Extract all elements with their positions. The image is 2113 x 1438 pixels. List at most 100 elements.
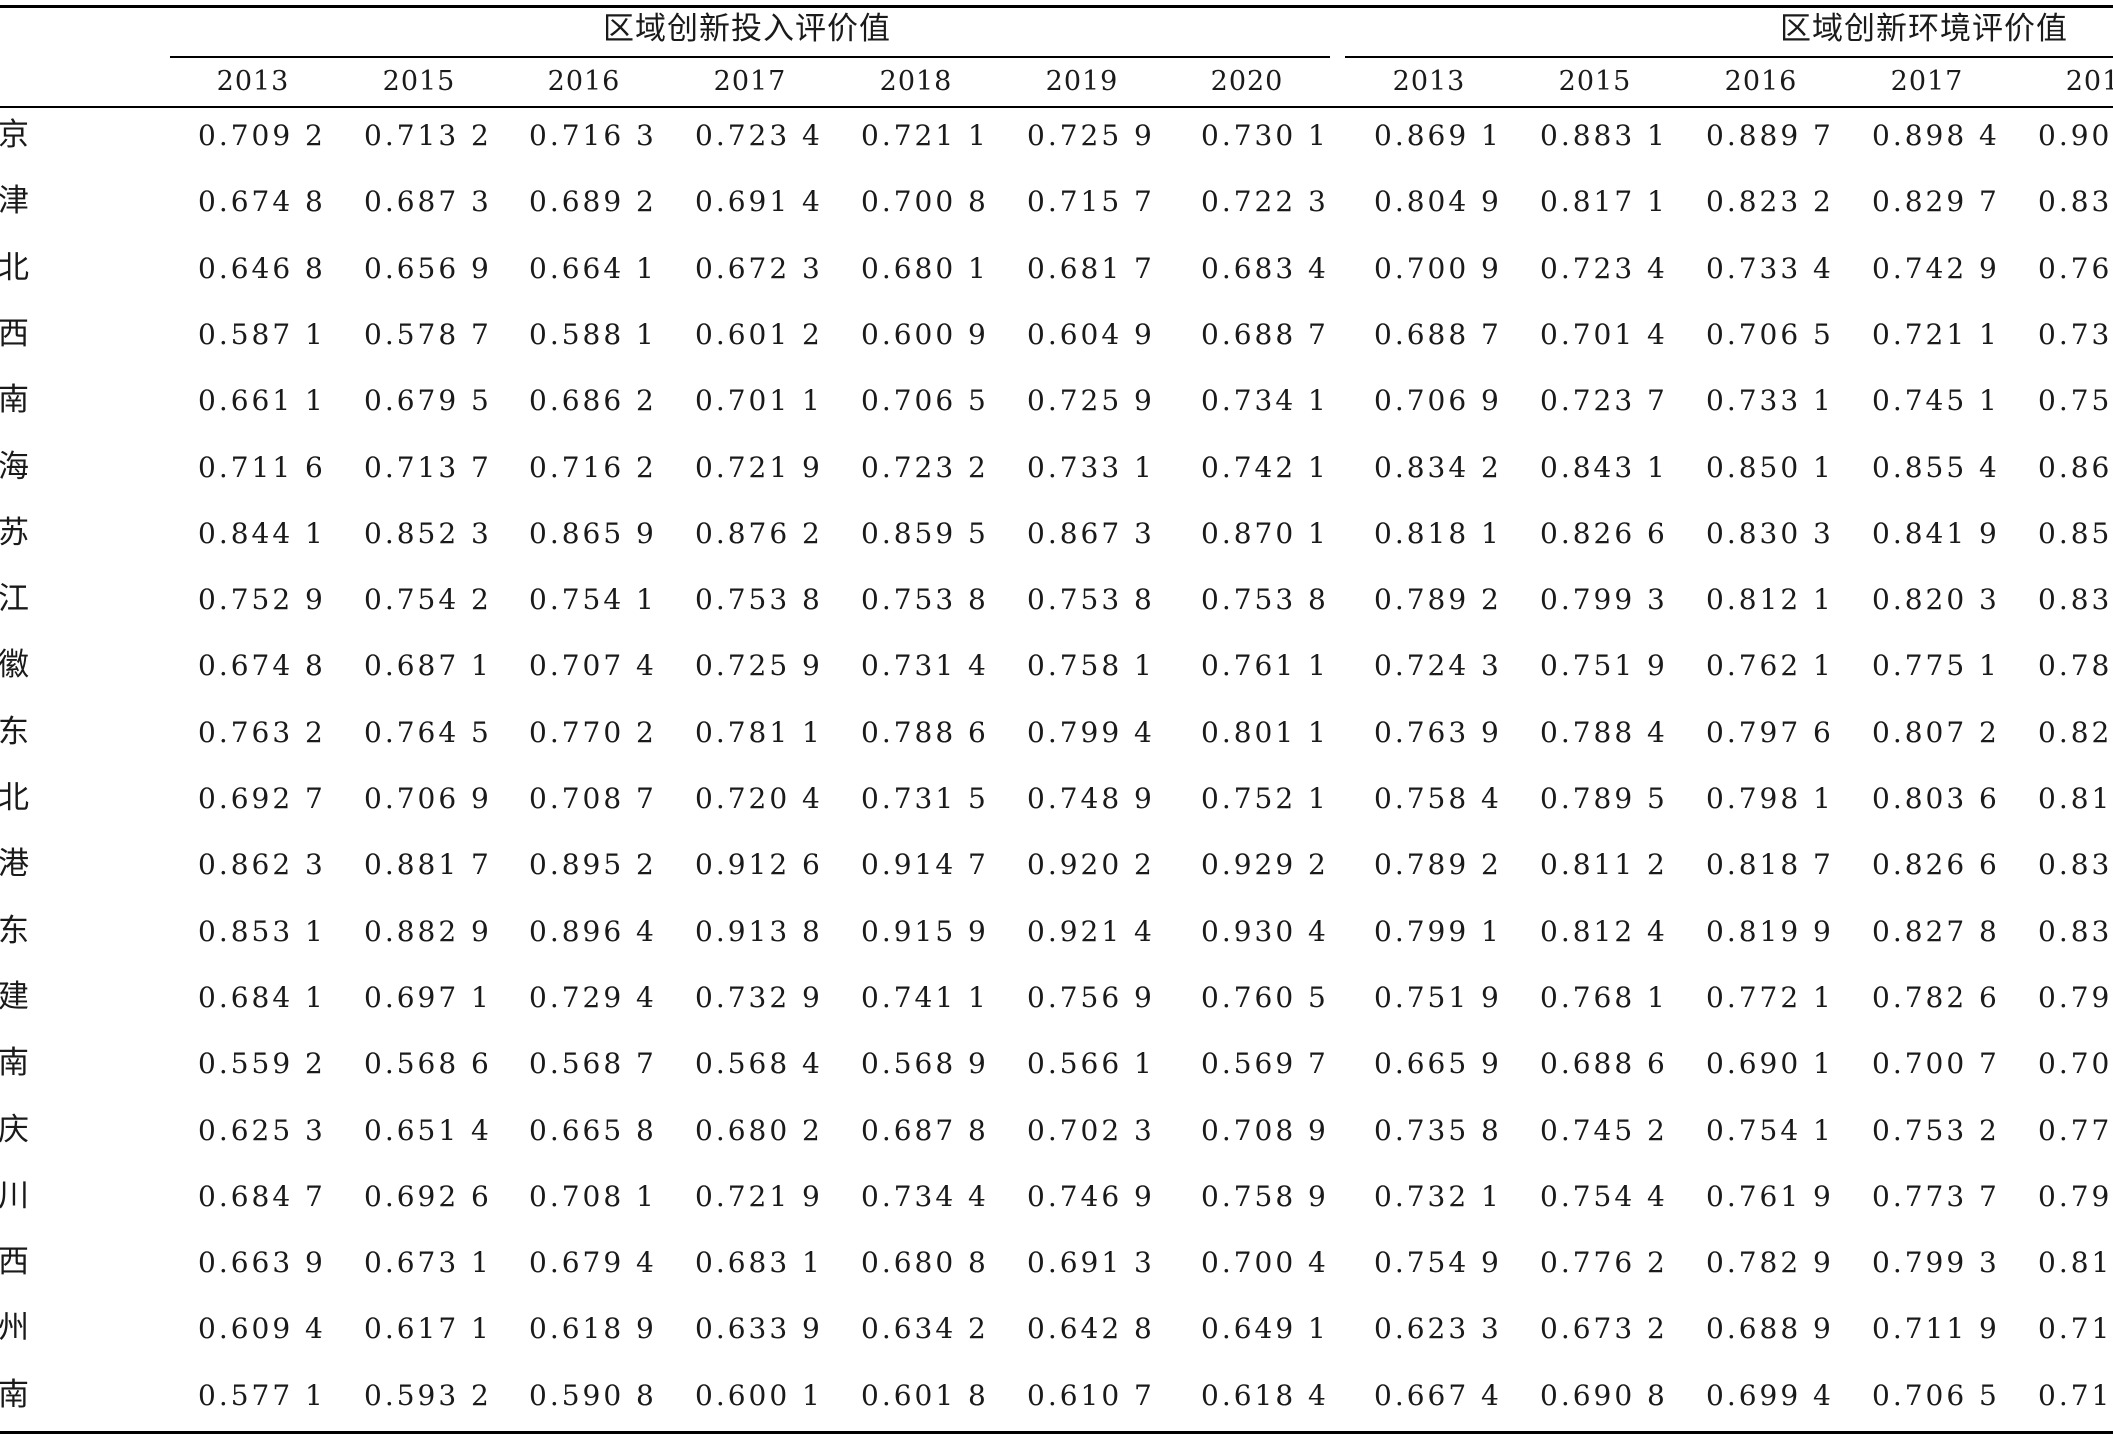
- year-header: 2019: [1045, 66, 1119, 97]
- table-cell: 0.753 8: [695, 583, 823, 616]
- table-cell: 0.735 8: [1374, 1114, 1502, 1147]
- row-label: 南: [0, 1045, 29, 1081]
- table-cell: 0.865: [2038, 451, 2113, 484]
- table-cell: 0.559 2: [198, 1047, 326, 1080]
- table-cell: 0.708 7: [529, 782, 657, 815]
- table-cell: 0.834: [2038, 583, 2113, 616]
- table-cell: 0.623 3: [1374, 1312, 1502, 1345]
- table-cell: 0.772 1: [1706, 981, 1834, 1014]
- table-cell: 0.725 9: [1027, 119, 1155, 152]
- table-cell: 0.818 7: [1706, 848, 1834, 881]
- table-cell: 0.782 6: [1872, 981, 2000, 1014]
- table-cell: 0.651 4: [364, 1114, 492, 1147]
- group-header-innovation-environment: 区域创新环境评价值: [1780, 11, 2068, 47]
- table-cell: 0.680 2: [695, 1114, 823, 1147]
- table-cell: 0.578 7: [364, 318, 492, 351]
- table-cell: 0.748 9: [1027, 782, 1155, 815]
- table-cell: 0.732 9: [695, 981, 823, 1014]
- table-cell: 0.768 1: [1540, 981, 1668, 1014]
- table-cell: 0.721 9: [695, 1180, 823, 1213]
- table-cell: 0.789 2: [1374, 848, 1502, 881]
- table-cell: 0.691 3: [1027, 1246, 1155, 1279]
- year-header: 2015: [1558, 66, 1632, 97]
- table-cell: 0.832: [2038, 848, 2113, 881]
- table-cell: 0.701 4: [1540, 318, 1668, 351]
- table-cell: 0.729 4: [529, 981, 657, 1014]
- year-header: 2017: [1890, 66, 1964, 97]
- table-cell: 0.688 6: [1540, 1047, 1668, 1080]
- table-cell: 0.915 9: [861, 915, 989, 948]
- table-cell: 0.869 1: [1374, 119, 1502, 152]
- row-label: 东: [0, 913, 29, 949]
- table-cell: 0.754 2: [364, 583, 492, 616]
- table-cell: 0.785: [2038, 649, 2113, 682]
- table-cell: 0.604 9: [1027, 318, 1155, 351]
- row-label: 南: [0, 1377, 29, 1413]
- table-cell: 0.859 5: [861, 517, 989, 550]
- table-cell: 0.782 9: [1706, 1246, 1834, 1279]
- table-cell: 0.706 5: [1706, 318, 1834, 351]
- table-cell: 0.716 2: [529, 451, 657, 484]
- table-cell: 0.649 1: [1201, 1312, 1329, 1345]
- table-cell: 0.686 2: [529, 384, 657, 417]
- table-cell: 0.920 2: [1027, 848, 1155, 881]
- table-cell: 0.617 1: [364, 1312, 492, 1345]
- table-cell: 0.754 4: [1540, 1180, 1668, 1213]
- table-cell: 0.687 8: [861, 1114, 989, 1147]
- table-cell: 0.820 3: [1872, 583, 2000, 616]
- group1-underline: [170, 56, 1330, 58]
- row-label: 建: [0, 979, 29, 1015]
- table-cell: 0.761 1: [1201, 649, 1329, 682]
- table-cell: 0.733 1: [1706, 384, 1834, 417]
- row-label: 江: [0, 581, 29, 617]
- table-cell: 0.732: [2038, 318, 2113, 351]
- table-cell: 0.566 1: [1027, 1047, 1155, 1080]
- table-cell: 0.715 7: [1027, 185, 1155, 218]
- table-cell: 0.688 7: [1374, 318, 1502, 351]
- table-cell: 0.674 8: [198, 649, 326, 682]
- table-cell: 0.734 4: [861, 1180, 989, 1213]
- table-cell: 0.679 4: [529, 1246, 657, 1279]
- table-cell: 0.855 4: [1872, 451, 2000, 484]
- table-cell: 0.690 8: [1540, 1379, 1668, 1412]
- table-cell: 0.798 1: [1706, 782, 1834, 815]
- row-label: 港: [0, 846, 29, 882]
- table-cell: 0.569 7: [1201, 1047, 1329, 1080]
- table-cell: 0.725 9: [695, 649, 823, 682]
- table-cell: 0.843 1: [1540, 451, 1668, 484]
- table-cell: 0.912 6: [695, 848, 823, 881]
- table-cell: 0.799 1: [1374, 915, 1502, 948]
- table-cell: 0.697 1: [364, 981, 492, 1014]
- table-cell: 0.687 1: [364, 649, 492, 682]
- table-cell: 0.799 3: [1540, 583, 1668, 616]
- table-cell: 0.709 2: [198, 119, 326, 152]
- table-cell: 0.706 5: [861, 384, 989, 417]
- table-cell: 0.642 8: [1027, 1312, 1155, 1345]
- table-cell: 0.661 1: [198, 384, 326, 417]
- table-cell: 0.688 7: [1201, 318, 1329, 351]
- table-cell: 0.680 8: [861, 1246, 989, 1279]
- row-label: 西: [0, 1244, 29, 1280]
- table-cell: 0.776 2: [1540, 1246, 1668, 1279]
- table-cell: 0.683 1: [695, 1246, 823, 1279]
- table-cell: 0.762 1: [1706, 649, 1834, 682]
- row-label: 京: [0, 117, 29, 153]
- table-cell: 0.692 7: [198, 782, 326, 815]
- table-cell: 0.692 6: [364, 1180, 492, 1213]
- year-header: 2020: [1210, 66, 1284, 97]
- table-cell: 0.823 2: [1706, 185, 1834, 218]
- table-cell: 0.716: [2038, 1379, 2113, 1412]
- table-cell: 0.745 1: [1872, 384, 2000, 417]
- row-label: 津: [0, 183, 29, 219]
- table-cell: 0.618 9: [529, 1312, 657, 1345]
- table-cell: 0.633 9: [695, 1312, 823, 1345]
- table-cell: 0.568 4: [695, 1047, 823, 1080]
- table-cell: 0.811 2: [1540, 848, 1668, 881]
- year-header: 2017: [713, 66, 787, 97]
- table-cell: 0.751 9: [1374, 981, 1502, 1014]
- table-cell: 0.761 9: [1706, 1180, 1834, 1213]
- table-cell: 0.667 4: [1374, 1379, 1502, 1412]
- table-cell: 0.689 2: [529, 185, 657, 218]
- table-cell: 0.789 5: [1540, 782, 1668, 815]
- row-label: 海: [0, 449, 29, 485]
